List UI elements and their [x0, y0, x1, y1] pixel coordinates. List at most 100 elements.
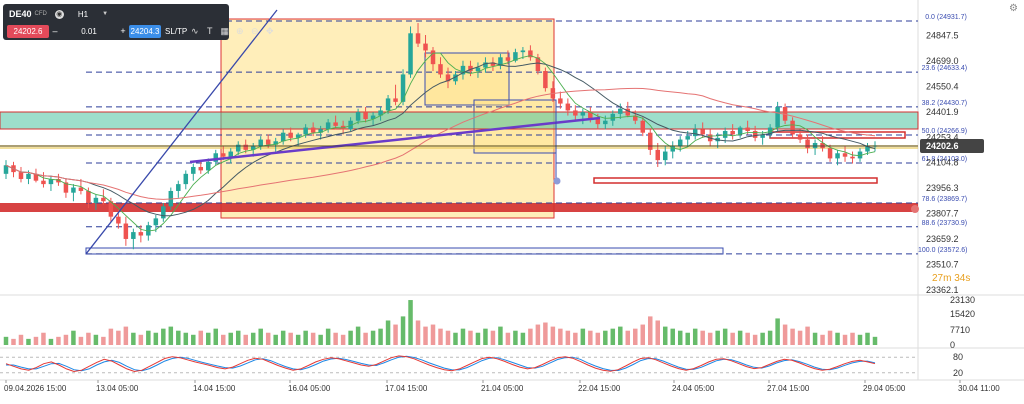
marker-point	[553, 177, 561, 185]
volume-bar	[445, 330, 451, 345]
draw-line-icon[interactable]: ∿	[190, 25, 199, 36]
candle-body	[101, 197, 106, 202]
candle-body	[850, 156, 855, 159]
candle-body	[528, 50, 533, 58]
candle-body	[745, 127, 750, 131]
volume-bar	[730, 332, 735, 345]
sell-button[interactable]: 24202.6	[7, 24, 49, 38]
grid-icon[interactable]: ▦	[220, 25, 229, 36]
candle-body	[737, 127, 743, 135]
trend-line-purple	[189, 116, 601, 164]
buy-button[interactable]: 24204.3	[129, 24, 161, 38]
price-tick-label: 24253.4	[926, 132, 959, 142]
volume-bar	[183, 332, 189, 345]
volume-bar	[213, 328, 219, 345]
volume-bar	[775, 318, 780, 345]
volume-bar	[812, 332, 818, 345]
volume-bar	[662, 326, 668, 345]
candle-body	[618, 108, 623, 114]
volume-bar	[685, 332, 690, 345]
volume-input[interactable]: 0.01	[81, 26, 97, 36]
candle-body	[355, 112, 361, 121]
volume-tick-label: 0	[950, 340, 955, 350]
volume-bar	[872, 336, 878, 345]
volume-bar	[11, 338, 16, 345]
candle-body	[565, 103, 571, 111]
volume-bar	[123, 326, 129, 345]
volume-bar	[610, 328, 616, 345]
candle-body	[445, 74, 451, 82]
volume-bar	[273, 334, 278, 345]
volume-bar	[26, 338, 31, 345]
candle-body	[475, 67, 481, 72]
volume-bar	[18, 334, 24, 345]
price-tick-label: 23510.7	[926, 260, 959, 270]
candle-body	[490, 62, 496, 66]
candle-body	[543, 71, 548, 89]
candle-body	[415, 33, 421, 44]
volume-bar	[670, 328, 675, 345]
candle-body	[595, 118, 601, 125]
volume-bar	[56, 336, 61, 345]
volume-bar	[325, 328, 331, 345]
candle-body	[692, 129, 698, 137]
gear-icon[interactable]: ⚙	[1009, 3, 1018, 14]
volume-bar	[370, 330, 376, 345]
volume-bar	[206, 332, 211, 345]
candle-body	[378, 110, 383, 116]
symbol-label[interactable]: DE40	[9, 9, 32, 19]
volume-bar	[468, 330, 473, 345]
time-tick-label: 14.04 15:00	[193, 384, 236, 393]
price-tick-label: 24550.4	[926, 81, 959, 91]
move-icon[interactable]: ✥	[265, 25, 274, 36]
volume-bar	[460, 328, 466, 345]
candle-body	[280, 132, 286, 142]
osc-tick-label: 20	[953, 368, 963, 378]
volume-bar	[648, 316, 653, 345]
volume-bar	[191, 334, 196, 345]
volume-bar	[677, 330, 683, 345]
time-tick-label: 30.04 11:00	[958, 384, 1000, 393]
chevron-down-icon[interactable]: ▼	[102, 11, 109, 17]
candle-body	[318, 129, 323, 133]
volume-bar	[423, 326, 428, 345]
time-tick-label: 29.04 05:00	[863, 384, 906, 393]
volume-bar	[108, 328, 114, 345]
volume-bar	[86, 332, 91, 345]
text-tool-icon[interactable]: T	[206, 26, 213, 36]
candle-body	[835, 153, 840, 159]
candle-body	[63, 182, 69, 193]
volume-bar	[722, 328, 728, 345]
support-handle	[911, 205, 919, 213]
candle-body	[33, 173, 39, 181]
sltp-button[interactable]: SL/TP	[165, 26, 188, 36]
volume-bar	[153, 332, 159, 345]
timeframe-selector[interactable]: H1	[77, 9, 89, 19]
volume-bar	[348, 330, 353, 345]
fib-label: 50.0 (24266.9)	[922, 128, 968, 135]
candle-body	[685, 136, 690, 140]
volume-bar	[505, 332, 511, 345]
info-icon[interactable]: ◉	[54, 9, 64, 19]
volume-bar	[842, 334, 848, 345]
candle-body	[86, 190, 91, 203]
volume-increase-button[interactable]: +	[120, 26, 126, 36]
candle-body	[752, 130, 758, 138]
candle-body	[573, 110, 578, 116]
zoom-in-icon[interactable]: ⊕	[235, 25, 244, 36]
candle-body	[161, 206, 166, 219]
candle-body	[505, 57, 511, 61]
candle-body	[700, 129, 705, 135]
volume-bar	[176, 330, 181, 345]
candle-body	[603, 120, 608, 125]
volume-bar	[221, 334, 226, 345]
zoom-out-icon[interactable]: ⊖	[250, 25, 259, 36]
candle-body	[78, 187, 84, 191]
volume-bar	[265, 332, 271, 345]
volume-bar	[835, 332, 840, 345]
volume-decrease-button[interactable]: –	[52, 26, 58, 36]
volume-bar	[550, 326, 556, 345]
time-tick-label: 22.04 15:00	[578, 384, 621, 393]
volume-bar	[3, 336, 9, 345]
